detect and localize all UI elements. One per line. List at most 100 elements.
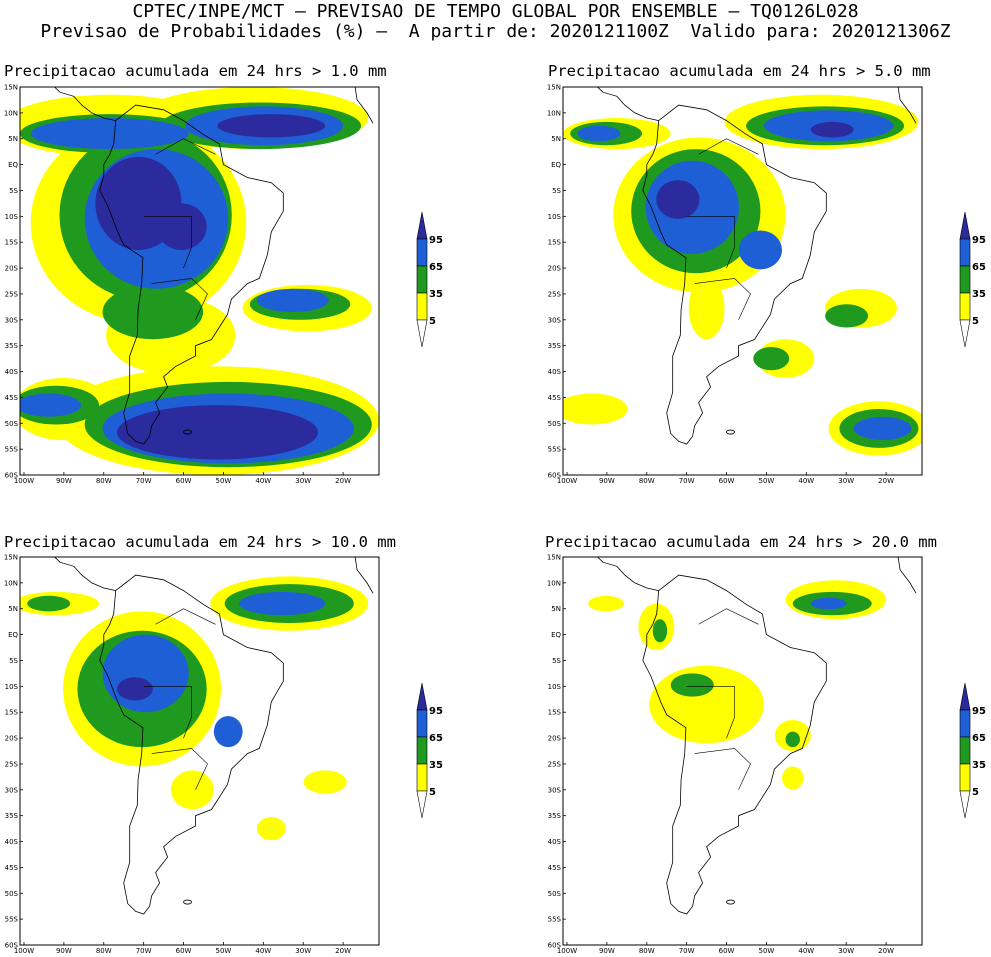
lon-label: 20W xyxy=(335,477,351,485)
lat-label: 25S xyxy=(5,290,19,298)
lat-label: 50S xyxy=(548,890,562,898)
lat-label: 60S xyxy=(5,472,19,480)
lon-label: 90W xyxy=(599,947,615,955)
colorbar-label: 65 xyxy=(429,733,443,744)
lon-label: 60W xyxy=(719,947,735,955)
prob-area-green xyxy=(652,619,668,643)
country-border xyxy=(686,685,735,739)
lat-label: 40S xyxy=(548,368,562,376)
lat-label: 60S xyxy=(548,942,562,950)
lon-label: 20W xyxy=(335,947,351,955)
lon-label: 100W xyxy=(14,477,34,485)
lon-label: 60W xyxy=(176,477,192,485)
lon-label: 30W xyxy=(838,477,854,485)
colorbar-label: 35 xyxy=(429,760,443,771)
colorbar-top-cap xyxy=(416,211,428,240)
lon-label: 80W xyxy=(639,477,655,485)
south-america-coastline xyxy=(642,104,827,445)
lon-label: 90W xyxy=(56,947,72,955)
lat-label: 45S xyxy=(5,864,19,872)
prob-area-green xyxy=(102,284,204,340)
colorbar-segment-blue xyxy=(416,238,428,267)
colorbar-bottom-cap xyxy=(959,790,971,819)
falkland-islands xyxy=(183,899,192,905)
lat-label: 45S xyxy=(548,394,562,402)
colorbar-label: 5 xyxy=(972,787,979,798)
lat-label: 10S xyxy=(548,213,562,221)
prob-area-blue xyxy=(238,591,326,616)
prob-area-green xyxy=(785,731,800,748)
country-border xyxy=(694,278,751,320)
lat-label: 25S xyxy=(5,760,19,768)
colorbar-bottom-cap xyxy=(416,790,428,819)
colorbar-label: 95 xyxy=(972,706,986,717)
lat-label: 15S xyxy=(5,709,19,717)
panel-title-20mm: Precipitacao acumulada em 24 hrs > 20.0 … xyxy=(545,533,937,551)
lon-label: 40W xyxy=(798,477,814,485)
country-border xyxy=(155,138,216,155)
lat-label: 10N xyxy=(4,579,18,587)
prob-area-green xyxy=(753,346,790,371)
lon-label: 80W xyxy=(96,947,112,955)
prob-area-darkblue xyxy=(656,180,700,219)
prob-area-blue xyxy=(577,125,621,142)
lat-label: 20S xyxy=(5,265,19,273)
prob-area-blue xyxy=(20,393,82,417)
map-frame xyxy=(562,86,923,476)
lon-label: 70W xyxy=(679,477,695,485)
colorbar-label: 5 xyxy=(429,787,436,798)
colorbar-label: 35 xyxy=(972,289,986,300)
lat-label: 10S xyxy=(548,683,562,691)
central-america-coastline xyxy=(53,557,116,591)
lat-label: EQ xyxy=(551,161,561,169)
lat-label: 55S xyxy=(548,916,562,924)
lon-label: 60W xyxy=(176,947,192,955)
map-panel-2: 15N 10N 5N EQ 5S 10S 15S 20S 25S 30S 35S 40S 45S 50S 5… xyxy=(4,554,443,956)
lat-label: 5N xyxy=(8,605,18,613)
lat-label: 55S xyxy=(5,916,19,924)
lat-label: EQ xyxy=(551,631,561,639)
country-border xyxy=(151,748,208,790)
lon-label: 80W xyxy=(96,477,112,485)
lon-label: 70W xyxy=(136,947,152,955)
lat-label: 15S xyxy=(548,239,562,247)
panel-title-1mm: Precipitacao acumulada em 24 hrs > 1.0 m… xyxy=(4,62,387,80)
lat-label: 50S xyxy=(5,420,19,428)
map-frame xyxy=(562,556,923,946)
lat-label: EQ xyxy=(8,631,18,639)
prob-area-darkblue xyxy=(156,203,207,250)
prob-area-blue xyxy=(213,716,243,748)
colorbar-top-cap xyxy=(959,211,971,240)
lon-label: 50W xyxy=(216,477,232,485)
colorbar-label: 5 xyxy=(429,316,436,327)
lat-label: 5N xyxy=(551,605,561,613)
lon-label: 90W xyxy=(599,477,615,485)
colorbar-segment-green xyxy=(416,265,428,294)
colorbar-label: 5 xyxy=(972,316,979,327)
lat-label: 15N xyxy=(4,554,18,562)
africa-coastline xyxy=(897,87,917,124)
country-border xyxy=(143,685,192,739)
prob-area-darkblue xyxy=(217,114,326,138)
lat-label: 35S xyxy=(548,342,562,350)
africa-coastline xyxy=(354,557,374,594)
lat-label: 30S xyxy=(548,316,562,324)
colorbar-segment-yellow xyxy=(959,763,971,792)
lat-label: 25S xyxy=(548,290,562,298)
prob-area-yellow xyxy=(563,393,628,425)
colorbar-segment-green xyxy=(416,736,428,765)
lat-label: 10N xyxy=(547,109,561,117)
colorbar-legend: 95 65 35 5 xyxy=(416,211,443,348)
country-border xyxy=(155,608,216,625)
lat-label: 10S xyxy=(5,683,19,691)
colorbar-legend: 95 65 35 5 xyxy=(959,211,986,348)
lat-label: 50S xyxy=(5,890,19,898)
country-border xyxy=(151,278,208,320)
falkland-islands xyxy=(726,899,735,905)
lon-label: 100W xyxy=(14,947,34,955)
lat-label: 15N xyxy=(547,84,561,92)
map-frame xyxy=(19,556,380,946)
lon-label: 20W xyxy=(878,947,894,955)
lat-label: 30S xyxy=(548,786,562,794)
lat-label: 5S xyxy=(9,657,18,665)
